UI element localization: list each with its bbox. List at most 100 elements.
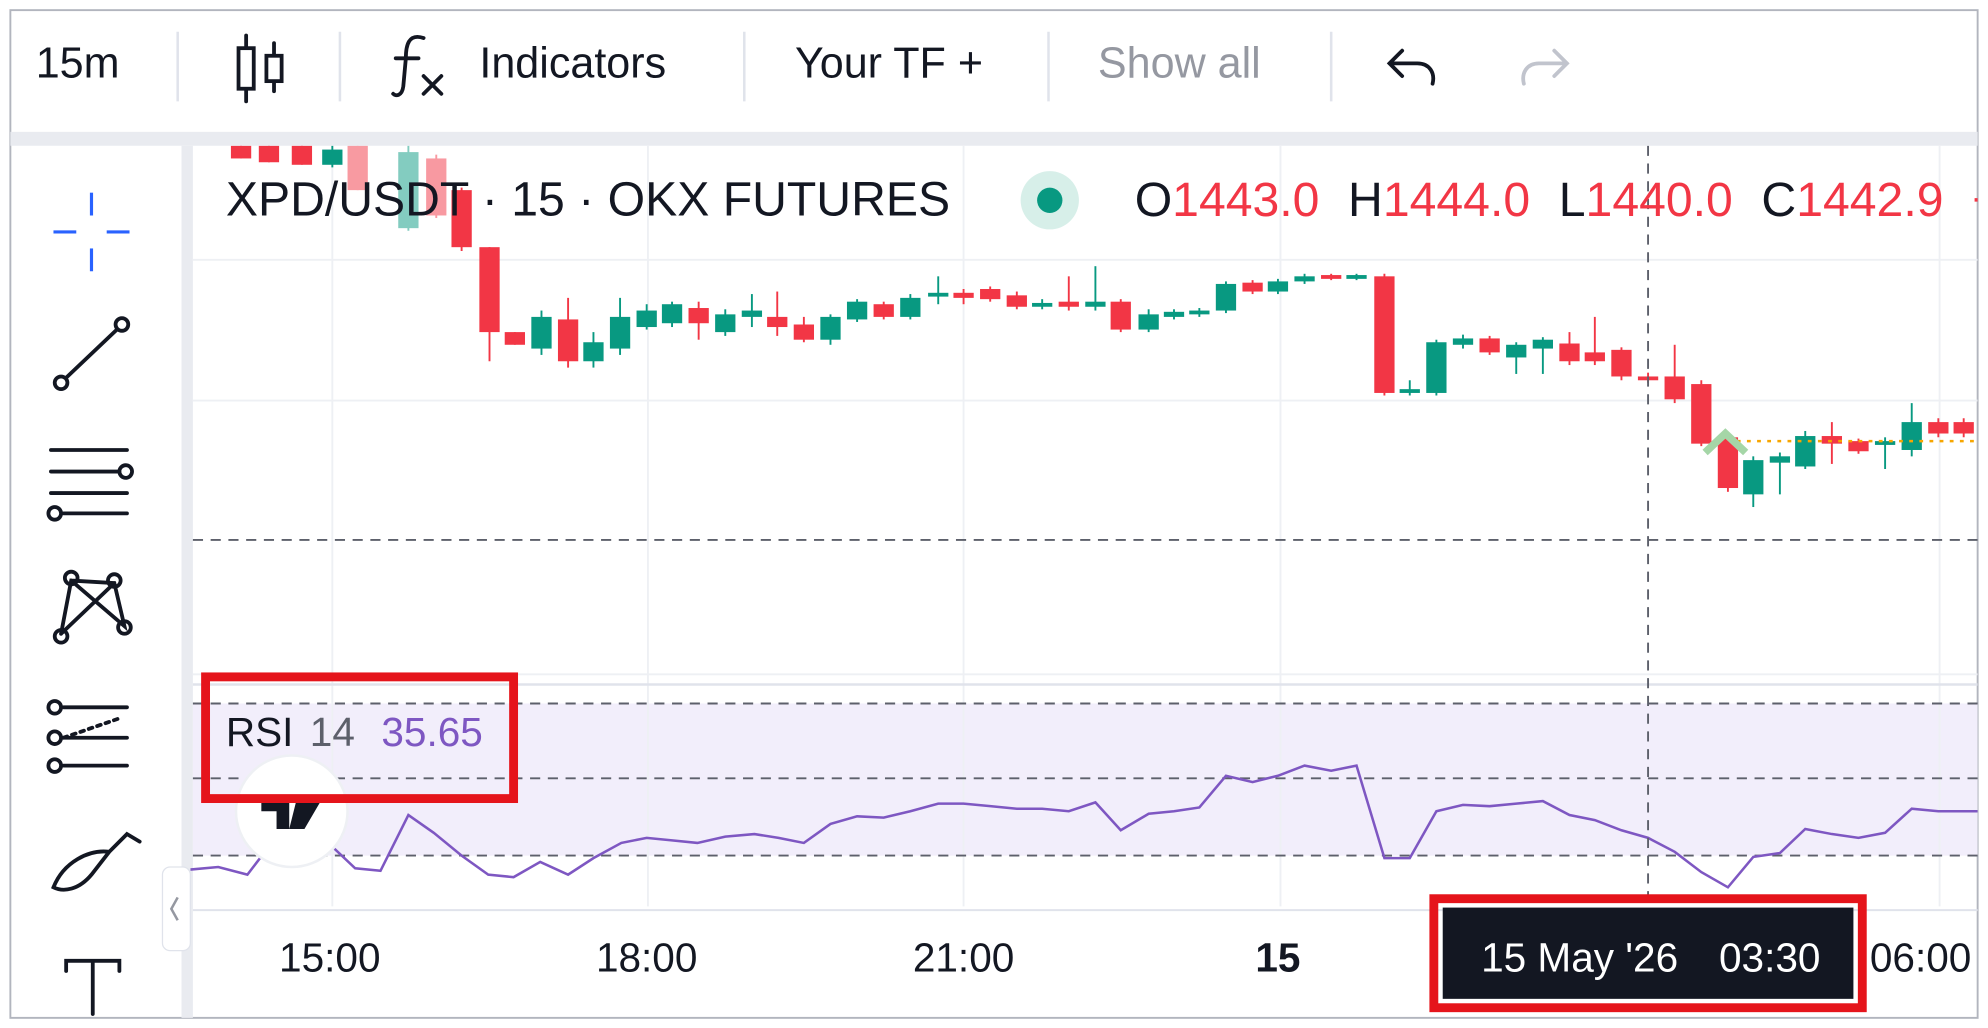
sidebar-divider	[181, 145, 193, 1018]
candle	[1611, 347, 1632, 381]
candle-body	[583, 342, 604, 362]
candle	[900, 294, 921, 320]
time-tick-label: 15	[1255, 935, 1300, 981]
candle	[1559, 332, 1580, 366]
candle	[1346, 273, 1367, 281]
candle	[1215, 281, 1237, 314]
candle-body	[1110, 301, 1131, 330]
candle	[291, 145, 313, 165]
close-label: C	[1761, 173, 1796, 227]
candle	[1085, 266, 1106, 311]
candle-body	[873, 304, 894, 317]
time-axis: 15:00 18:00 21:00 15 06:00	[192, 909, 1978, 981]
close-value: 1442.9	[1796, 173, 1943, 227]
candle-body	[1294, 276, 1315, 282]
trend-line-tool[interactable]	[52, 316, 131, 392]
candle	[953, 289, 974, 305]
chart-type-button[interactable]	[236, 33, 284, 104]
candle	[1953, 418, 1974, 438]
candle	[583, 332, 604, 368]
show-all-button[interactable]: Show all	[1098, 39, 1261, 87]
candle-body	[479, 247, 500, 333]
rsi-value: 35.65	[381, 709, 482, 755]
candle-body	[451, 190, 472, 248]
candle	[398, 145, 419, 231]
candle-body	[688, 308, 709, 324]
candle	[688, 301, 709, 340]
text-tool[interactable]	[64, 958, 122, 1016]
indicators-button[interactable]: Indicators	[391, 35, 666, 98]
candle	[1928, 418, 1949, 438]
candle	[741, 294, 763, 328]
candle-body	[557, 319, 579, 362]
candle	[1691, 380, 1712, 447]
timeframe-button[interactable]: 15m	[36, 39, 120, 87]
rsi-legend: RSI 14 35.65	[226, 709, 483, 755]
candle	[715, 309, 736, 336]
candle-body	[1611, 349, 1632, 377]
collapse-toolbar[interactable]	[161, 866, 191, 952]
candle-body	[1426, 342, 1447, 393]
pattern-tool[interactable]	[52, 569, 133, 645]
candle-body	[1795, 436, 1816, 467]
candle	[1006, 291, 1027, 310]
candle-body	[426, 158, 447, 216]
fib-tool[interactable]	[46, 448, 134, 522]
candles	[230, 145, 1974, 508]
frame	[9, 9, 1979, 1019]
candle-body	[1267, 281, 1289, 292]
candle	[661, 301, 683, 328]
low-label: L	[1559, 173, 1586, 227]
brush-tool[interactable]	[51, 831, 142, 892]
candle	[793, 316, 815, 343]
candle-body	[767, 316, 788, 328]
highlight-time	[1429, 894, 1867, 1013]
your-tf-button[interactable]: Your TF +	[795, 39, 983, 87]
crosshair-time-label	[1442, 907, 1854, 999]
time-tick-label: 15:00	[279, 935, 380, 981]
candle	[1032, 299, 1053, 310]
crosshair-tool[interactable]	[53, 192, 130, 272]
candle	[1294, 273, 1315, 284]
candle	[767, 291, 788, 336]
highlight-rsi	[201, 672, 519, 804]
candle	[1664, 344, 1685, 404]
redo-button[interactable]	[1521, 48, 1570, 86]
candle-body	[1848, 441, 1869, 452]
candle	[636, 304, 657, 330]
candle-body	[322, 149, 343, 165]
collapse-arrow	[169, 896, 179, 921]
candle-body	[741, 310, 763, 317]
candle-body	[1163, 311, 1185, 317]
candle	[1110, 299, 1131, 333]
candle	[1189, 308, 1210, 317]
candle	[1321, 273, 1342, 281]
candle-body	[531, 316, 552, 349]
open-value: 1443.0	[1172, 173, 1319, 227]
indicators-label[interactable]: Indicators	[479, 39, 666, 87]
candle	[230, 145, 252, 159]
candle-body	[347, 145, 368, 191]
undo-button[interactable]	[1386, 48, 1436, 86]
candle-body	[1189, 310, 1210, 315]
signal-marker	[1702, 428, 1749, 456]
low-value: 1440.0	[1586, 173, 1733, 227]
candle-body	[1532, 339, 1553, 349]
candle	[928, 276, 949, 305]
toolbar: 15m Indicators Your TF + Show all	[36, 31, 1570, 104]
candle	[426, 154, 447, 219]
candle-body	[1452, 338, 1474, 345]
candle-body	[980, 289, 1001, 300]
candle-body	[1769, 456, 1791, 463]
rsi-length: 14	[310, 709, 355, 755]
candle-body	[1953, 422, 1974, 434]
candle-body	[1874, 441, 1896, 445]
candle-body	[1346, 275, 1367, 279]
time-tick-label: 18:00	[596, 935, 697, 981]
projection-tool[interactable]	[46, 699, 129, 774]
candle-body	[661, 304, 683, 324]
candle	[1795, 430, 1816, 470]
candle-body	[1901, 422, 1922, 450]
candle	[1163, 309, 1185, 320]
time-tick-label: 06:00	[1870, 935, 1971, 981]
